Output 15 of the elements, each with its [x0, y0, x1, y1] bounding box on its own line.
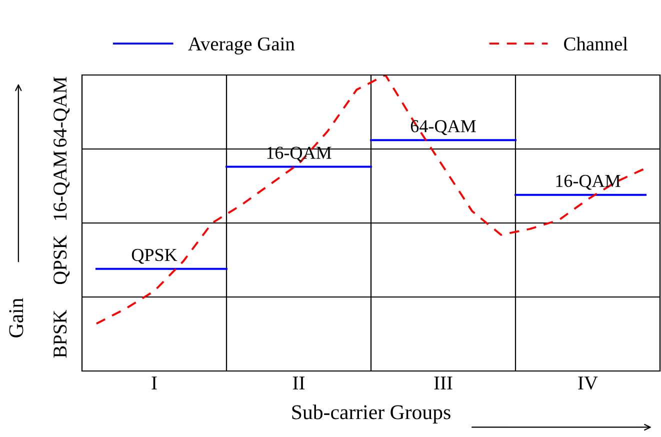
x-tick-label: IV	[578, 376, 598, 390]
legend-label: Average Gain	[188, 37, 295, 55]
text: 64-QAM	[54, 76, 70, 147]
x-tick-label: II	[292, 376, 305, 390]
text: QPSK	[54, 235, 70, 284]
text: BPSK	[54, 310, 67, 358]
x-axis-title: Sub-carrier Groups	[292, 404, 450, 424]
annotation: 16-QAM	[556, 174, 620, 190]
text: 16-QAM	[54, 150, 70, 220]
x-tick-label: III	[434, 376, 452, 390]
x-tick-label: I	[152, 376, 157, 390]
annotation: QPSK	[132, 248, 178, 264]
y-axis-title: Gain	[9, 298, 24, 338]
annotation: 64-QAM	[410, 120, 476, 136]
legend-label: Channel	[564, 36, 628, 51]
